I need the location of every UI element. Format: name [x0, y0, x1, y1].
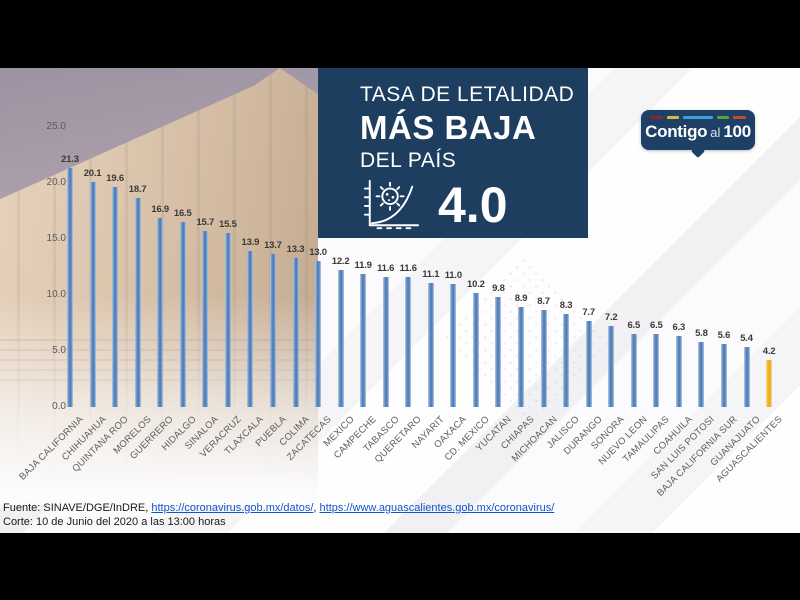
bar-value-label: 20.1 [83, 167, 102, 179]
link-coronavirus-gob[interactable]: https://coronavirus.gob.mx/datos/ [151, 502, 314, 514]
letterbox-top [0, 0, 800, 68]
bar [67, 168, 73, 407]
link-aguascalientes-gob[interactable]: https://www.aguascalientes.gob.mx/corona… [319, 502, 555, 514]
bar-value-label: 6.3 [672, 322, 686, 334]
rate-value: 4.0 [438, 177, 508, 233]
bar-value-label: 16.9 [151, 203, 170, 215]
bar-value-label: 8.3 [559, 300, 573, 312]
bar-value-label: 11.6 [399, 263, 417, 275]
bar [630, 334, 637, 407]
bar [179, 222, 186, 407]
bar [405, 277, 412, 407]
bar-value-label: 12.2 [331, 256, 350, 268]
bar-value-label: 7.7 [582, 306, 595, 318]
bar [698, 342, 705, 407]
bar [202, 231, 209, 407]
bar-value-label: 7.2 [604, 312, 618, 324]
logo-dash [683, 115, 713, 119]
bar [608, 326, 615, 407]
bar-value-label: 13.9 [241, 237, 260, 249]
bar-value-label: 15.7 [196, 217, 215, 229]
bar [89, 181, 96, 407]
bar [450, 283, 457, 407]
bar-value-label: 16.5 [173, 208, 192, 220]
bar [360, 273, 367, 407]
bar [675, 336, 682, 407]
bar-value-label: 8.9 [514, 293, 528, 305]
y-axis-tick-label: 20.0 [46, 177, 66, 188]
bar [472, 292, 479, 407]
logo-dash [650, 115, 663, 119]
bar [269, 253, 276, 407]
logo-dash [666, 115, 680, 119]
bar [315, 261, 322, 407]
bar-value-label: 11.9 [354, 259, 372, 271]
bar-value-label: 13.3 [286, 244, 305, 256]
bar-value-label: 11.0 [444, 269, 462, 281]
bar-value-label: 9.8 [492, 283, 505, 295]
y-axis-tick-label: 0.0 [52, 401, 66, 412]
logo-word-contigo: Contigo [645, 122, 708, 141]
bar [495, 297, 502, 407]
bar [134, 197, 141, 407]
source-footer: Fuente: SINAVE/DGE/InDRE, https://corona… [3, 502, 554, 530]
bar-chart: 21.3 BAJA CALIFORNIA 20.1 CHIHUAHUA 19.6 QUIN… [0, 68, 800, 533]
bar [157, 217, 164, 407]
y-axis-tick-label: 5.0 [52, 345, 66, 356]
bar [224, 233, 231, 407]
contigo-al-100-logo: Contigo al 100 [641, 110, 755, 159]
logo-dash [733, 115, 747, 119]
y-axis-tick-label: 15.0 [46, 233, 66, 244]
bar-value-label: 10.2 [467, 278, 485, 290]
bar-value-label: 5.6 [717, 330, 731, 342]
bar [292, 258, 299, 407]
bar-value-label: 15.5 [218, 219, 237, 231]
bar [766, 359, 773, 407]
bar-value-label: 5.4 [740, 332, 753, 344]
source-separator: , [313, 502, 320, 514]
bar-value-label: 5.8 [695, 328, 708, 340]
title-line1: TASA DE LETALIDAD [360, 83, 575, 106]
bar-value-label: 11.6 [377, 263, 395, 275]
title-line3: DEL PAÍS [360, 149, 457, 172]
bar-value-label: 4.2 [762, 345, 776, 357]
y-axis-tick-label: 25.0 [46, 121, 66, 132]
bar-value-label: 11.1 [422, 268, 440, 280]
letterbox-bottom [0, 533, 800, 600]
content-area: 21.3 BAJA CALIFORNIA 20.1 CHIHUAHUA 19.6 QUIN… [0, 68, 800, 533]
bar [563, 314, 570, 407]
bar-value-label: 13.0 [309, 247, 327, 259]
bar [540, 309, 547, 407]
bar-value-label: 13.7 [264, 239, 282, 251]
y-axis-tick-label: 10.0 [46, 289, 66, 300]
bar [720, 344, 727, 407]
bar [382, 277, 389, 407]
source-prefix: Fuente: SINAVE/DGE/InDRE, [3, 502, 152, 514]
bar [427, 282, 434, 407]
source-line: Fuente: SINAVE/DGE/InDRE, https://corona… [3, 502, 554, 516]
bar-value-label: 8.7 [537, 295, 550, 307]
bar-value-label: 18.7 [128, 183, 147, 195]
bar [743, 346, 750, 407]
bar-value-label: 21.3 [61, 154, 79, 166]
logo-dash [716, 115, 730, 119]
bar [337, 270, 344, 407]
bar-value-label: 19.6 [106, 173, 124, 185]
logo-dashes [650, 115, 747, 119]
bar [518, 307, 524, 407]
virus-chart-icon [363, 179, 419, 230]
logo-word-100: 100 [723, 122, 751, 141]
logo-word-al: al [710, 125, 721, 140]
cutoff-line: Corte: 10 de Junio del 2020 a las 13:00 … [3, 515, 226, 528]
logo-text: Contigo al 100 [645, 122, 751, 142]
title-box: TASA DE LETALIDAD MÁS BAJA DEL PAÍS [318, 68, 588, 238]
bar [247, 251, 254, 407]
bar-value-label: 6.5 [627, 320, 641, 332]
bar-value-label: 6.5 [649, 320, 663, 332]
bar [653, 334, 660, 407]
title-line2: MÁS BAJA [360, 109, 537, 146]
bar [585, 320, 592, 407]
bar [112, 187, 119, 407]
